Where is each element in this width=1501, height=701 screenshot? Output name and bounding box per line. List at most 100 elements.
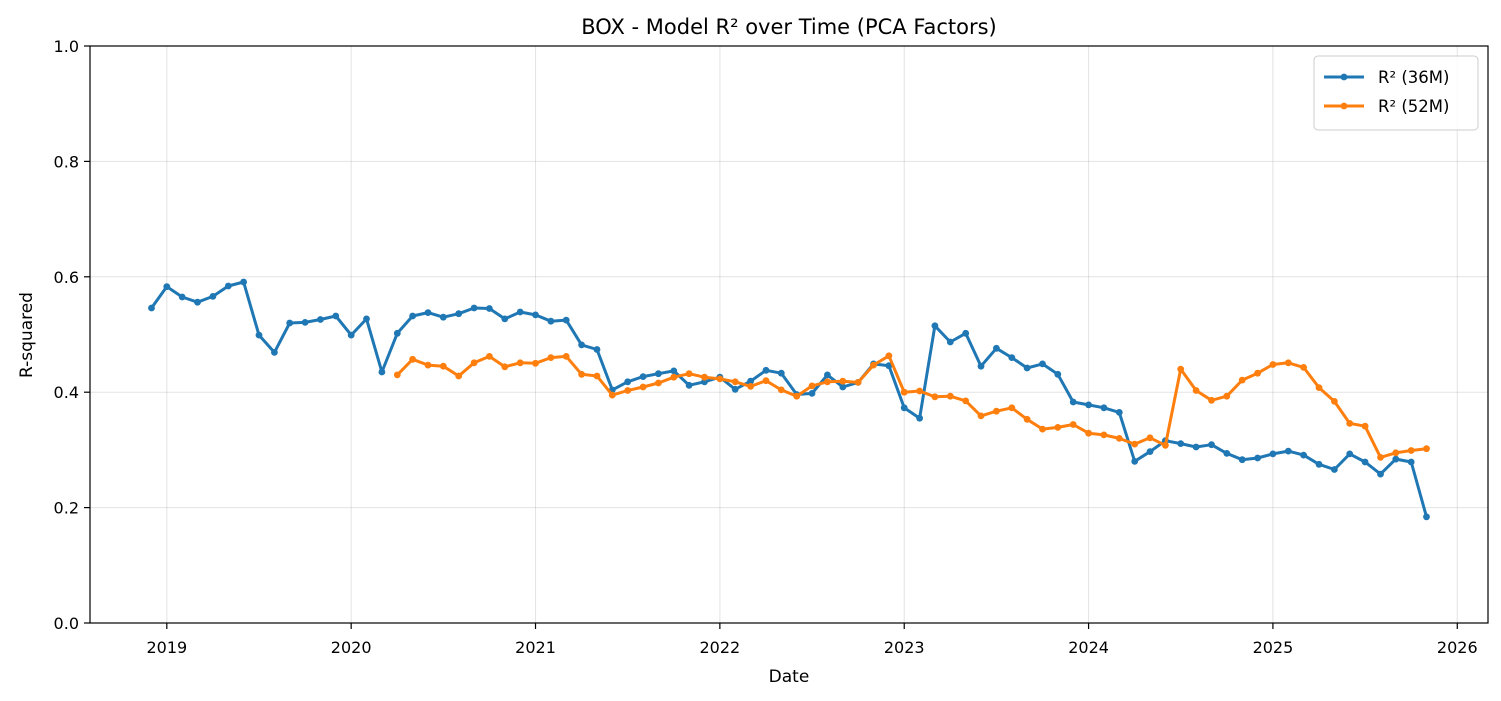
data-point (639, 383, 647, 391)
data-point (1223, 450, 1231, 457)
data-point (762, 366, 770, 374)
y-axis: 0.0 0.2 0.4 0.6 0.8 1.0 (54, 37, 90, 633)
data-point (255, 331, 263, 339)
data-point (977, 412, 985, 420)
data-point (301, 319, 309, 326)
data-point (470, 359, 478, 367)
data-point (1269, 361, 1277, 368)
x-tick-label: 2020 (331, 638, 372, 657)
data-point (962, 397, 970, 405)
data-point (1346, 420, 1354, 427)
data-point (593, 372, 601, 380)
x-tick-label: 2024 (1068, 638, 1109, 657)
plot-frame (89, 45, 1489, 624)
data-point (1361, 458, 1369, 466)
data-point (916, 387, 923, 395)
data-point (547, 354, 555, 361)
data-point (1407, 447, 1415, 454)
data-point (854, 379, 862, 386)
data-point (1315, 384, 1323, 391)
data-point (148, 304, 155, 312)
data-point (1377, 454, 1384, 461)
data-point (1100, 404, 1108, 412)
data-point (317, 316, 324, 323)
data-point (271, 349, 278, 356)
data-point (1023, 415, 1031, 423)
data-point (1208, 441, 1215, 449)
data-point (1146, 434, 1154, 442)
data-point (670, 373, 678, 381)
x-axis-label: Date (769, 667, 810, 687)
data-point (839, 377, 847, 385)
data-point (1085, 401, 1092, 409)
data-point (685, 381, 693, 389)
x-axis: 2019 2020 2021 2022 2023 2024 2025 2026 (146, 623, 1478, 657)
data-point (885, 362, 893, 370)
y-axis-label: R-squared (17, 292, 37, 378)
data-point (1331, 398, 1338, 405)
data-point (1377, 470, 1384, 478)
data-point (977, 362, 985, 370)
data-point (486, 305, 493, 312)
data-point (1254, 369, 1261, 377)
data-point (501, 363, 509, 371)
data-point (347, 331, 355, 339)
data-point (1008, 404, 1016, 412)
chart-title: BOX - Model R² over Time (PCA Factors) (581, 15, 997, 39)
data-point (839, 383, 847, 391)
data-point (578, 341, 585, 349)
data-point (716, 375, 724, 383)
data-point (194, 298, 201, 306)
data-point (931, 322, 939, 330)
data-point (670, 367, 678, 375)
data-point (1315, 460, 1323, 468)
data-point (1300, 364, 1307, 371)
x-tick-label: 2022 (700, 638, 741, 657)
legend: R² (36M) R² (52M) (1313, 55, 1479, 131)
data-point (1115, 435, 1123, 442)
data-point (562, 353, 570, 360)
data-point (363, 315, 370, 323)
data-point (1023, 364, 1031, 372)
data-point (793, 392, 801, 400)
legend-swatch-marker (1340, 102, 1348, 110)
data-point (1361, 422, 1369, 430)
data-point (286, 319, 294, 327)
data-point (900, 388, 908, 396)
data-point (824, 371, 831, 379)
data-point (516, 308, 524, 316)
data-point (1054, 424, 1062, 431)
data-point (1392, 455, 1400, 463)
data-point (1284, 359, 1292, 367)
data-point (946, 338, 954, 346)
x-tick-label: 2025 (1253, 638, 1294, 657)
data-point (470, 304, 478, 312)
y-tick-label: 0.0 (54, 614, 79, 633)
data-point (1392, 449, 1400, 457)
data-point (1069, 398, 1077, 406)
data-point (655, 370, 662, 378)
data-point (608, 391, 616, 399)
data-point (1192, 387, 1200, 394)
data-point (562, 316, 570, 324)
x-tick-label: 2021 (515, 638, 556, 657)
data-point (1407, 458, 1415, 466)
data-point (747, 377, 754, 385)
x-tick-label: 2019 (146, 638, 187, 657)
data-point (1177, 440, 1185, 447)
data-point (1115, 409, 1123, 416)
legend-label: R² (36M) (1378, 68, 1449, 87)
data-point (1208, 396, 1215, 404)
series-layer (148, 278, 1430, 521)
data-point (593, 346, 601, 353)
data-point (777, 386, 785, 394)
data-point (747, 383, 754, 390)
data-point (1300, 451, 1307, 459)
y-tick-label: 0.4 (54, 383, 79, 402)
data-point (532, 359, 539, 367)
data-point (455, 372, 463, 380)
data-point (1269, 450, 1277, 458)
data-point (824, 378, 831, 386)
